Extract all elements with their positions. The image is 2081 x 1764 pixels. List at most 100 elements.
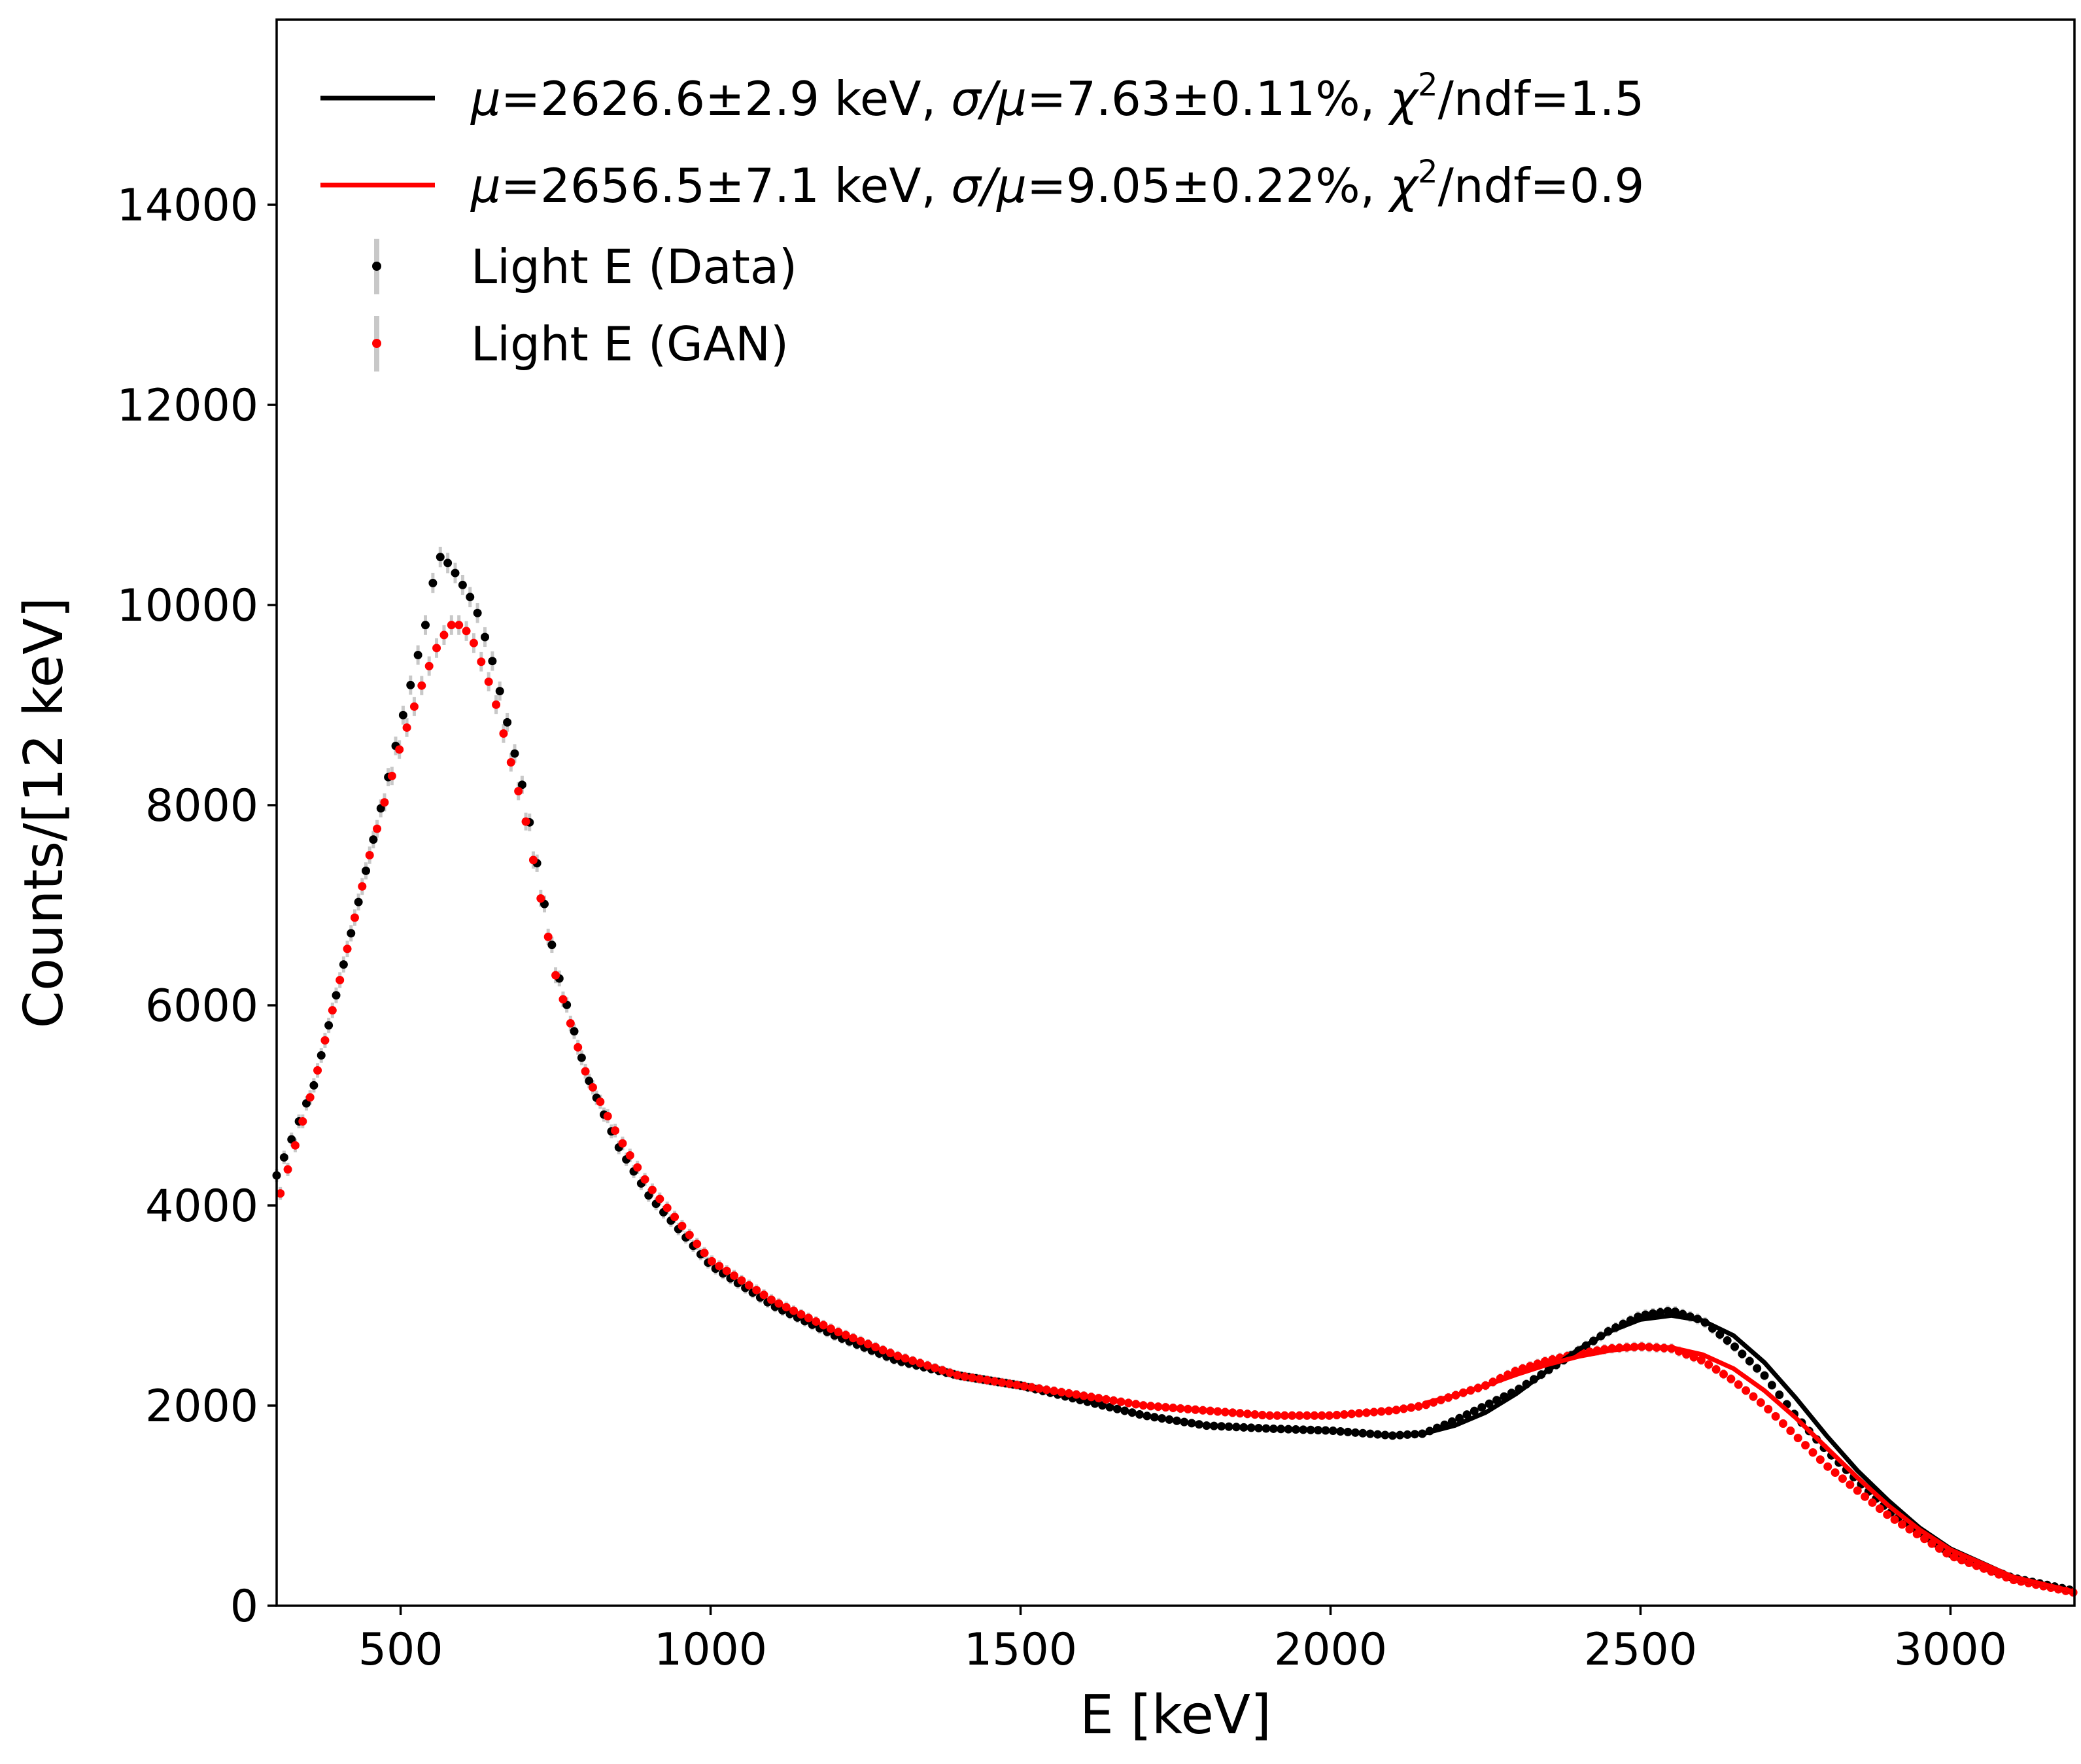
gan-point — [685, 1230, 694, 1239]
gan-point — [722, 1266, 731, 1275]
data-point — [1158, 1414, 1167, 1423]
gan-point — [797, 1309, 806, 1319]
gan-point — [551, 971, 560, 980]
gan-point — [1198, 1406, 1207, 1415]
plot-frame — [275, 18, 2076, 1607]
data-point — [413, 651, 422, 660]
gan-point — [1347, 1409, 1356, 1419]
legend-fit-data-chi-value: /ndf=1.5 — [1438, 71, 1645, 126]
legend-fit-data-chi-sup: 2 — [1418, 67, 1438, 103]
data-point — [332, 991, 341, 1000]
data-point — [1127, 1408, 1137, 1417]
data-point — [1470, 1406, 1479, 1415]
data-point — [495, 687, 504, 696]
gan-point — [1235, 1409, 1245, 1418]
data-point — [503, 718, 512, 727]
gan-point — [878, 1345, 887, 1355]
x-tick-label: 1000 — [654, 1624, 767, 1676]
data-point — [1350, 1428, 1360, 1437]
legend: μ=2626.6±2.9 keV, σ/μ=7.63±0.11%, χ2/ndf… — [320, 67, 1644, 372]
gan-point — [863, 1340, 872, 1349]
gan-point — [1131, 1400, 1141, 1409]
gan-point — [484, 677, 493, 686]
gan-point — [938, 1366, 947, 1375]
gan-point — [766, 1295, 776, 1304]
data-point — [1373, 1430, 1383, 1439]
gan-point — [945, 1368, 954, 1377]
gan-point — [1831, 1468, 1840, 1478]
gan-point — [521, 817, 530, 826]
gan-point — [1719, 1370, 1728, 1379]
gan-point — [960, 1372, 969, 1381]
gan-point — [1064, 1389, 1073, 1398]
gan-point — [1764, 1405, 1773, 1414]
gan-point — [1696, 1355, 1706, 1364]
gan-point — [841, 1330, 850, 1340]
gan-point — [343, 944, 352, 954]
gan-point — [1734, 1380, 1743, 1389]
gan-point — [1786, 1427, 1795, 1436]
gan-point — [1778, 1419, 1787, 1428]
gan-point — [409, 702, 419, 711]
gan-point — [1392, 1406, 1401, 1415]
data-point — [1321, 1426, 1330, 1435]
data-point — [443, 559, 453, 568]
gan-point — [1727, 1374, 1736, 1383]
gan-point — [744, 1281, 753, 1290]
gan-point — [1027, 1383, 1037, 1392]
gan-point — [1704, 1360, 1713, 1369]
data-point — [1366, 1429, 1375, 1438]
gan-point — [566, 1019, 575, 1028]
gan-point — [611, 1126, 620, 1135]
gan-point — [462, 627, 471, 636]
x-tick-label: 2000 — [1274, 1624, 1387, 1676]
data-point — [577, 1053, 586, 1062]
gan-point — [395, 745, 404, 754]
gan-point — [1057, 1388, 1066, 1397]
gan-point — [455, 621, 464, 630]
gan-point — [1265, 1411, 1275, 1420]
gan-point — [1861, 1492, 1870, 1501]
data-point — [1738, 1349, 1747, 1358]
data-point — [1343, 1427, 1352, 1436]
data-point — [1150, 1413, 1159, 1422]
data-point — [1477, 1403, 1487, 1412]
data-point — [324, 1021, 334, 1030]
data-point — [1291, 1425, 1300, 1434]
gan-point — [447, 621, 456, 630]
gan-point — [737, 1276, 746, 1285]
legend-fit-data-mu: μ — [470, 71, 501, 126]
gan-point — [893, 1351, 903, 1360]
gan-point — [1808, 1448, 1817, 1457]
data-point — [1760, 1371, 1769, 1380]
gan-point — [469, 638, 478, 648]
legend-fit-gan-sigma-value: =9.05±0.22%, — [1027, 158, 1390, 213]
gan-point — [908, 1356, 918, 1365]
data-point — [1753, 1364, 1762, 1373]
data-point — [1217, 1422, 1226, 1431]
data-point — [1105, 1402, 1114, 1411]
gan-point — [752, 1285, 761, 1294]
gan-point — [1101, 1395, 1110, 1404]
gan-point — [298, 1116, 307, 1126]
gan-point — [693, 1239, 702, 1249]
gan-point — [1905, 1525, 1914, 1534]
x-axis-ticks: 500 1000 1500 2000 2500 3000 — [358, 1606, 2007, 1676]
gan-point — [432, 644, 441, 653]
data-point — [1328, 1427, 1337, 1436]
data-point — [1306, 1425, 1315, 1434]
data-point — [1262, 1424, 1271, 1433]
y-axis-label: Counts/[12 keV] — [13, 597, 75, 1028]
gan-point — [1325, 1411, 1334, 1420]
legend-fit-gan-mu-value: =2656.5±7.1 keV, — [501, 158, 951, 213]
gan-point — [707, 1256, 716, 1266]
data-point — [354, 897, 363, 907]
data-point — [1254, 1423, 1264, 1432]
data-point — [570, 1027, 579, 1036]
data-point — [1135, 1409, 1144, 1419]
gan-point — [1042, 1385, 1051, 1394]
gan-point — [1384, 1406, 1394, 1415]
gan-point — [559, 995, 568, 1004]
data-point — [1165, 1415, 1174, 1424]
gan-point — [975, 1374, 984, 1383]
